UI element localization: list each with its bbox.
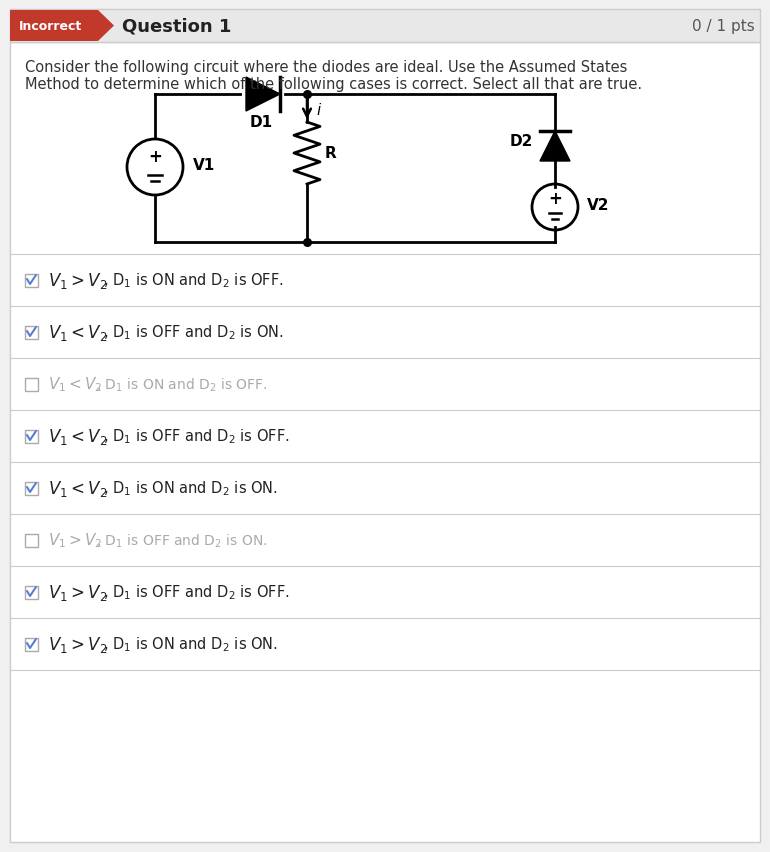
Polygon shape [98, 11, 114, 42]
FancyBboxPatch shape [25, 586, 38, 599]
Text: $V_1 > V_2$: $V_1 > V_2$ [48, 634, 107, 654]
Text: , D$_1$ is ON and D$_2$ is OFF.: , D$_1$ is ON and D$_2$ is OFF. [96, 376, 267, 394]
Text: Consider the following circuit where the diodes are ideal. Use the Assumed State: Consider the following circuit where the… [25, 60, 628, 75]
Text: V2: V2 [587, 199, 610, 213]
Text: , D$_1$ is OFF and D$_2$ is ON.: , D$_1$ is OFF and D$_2$ is ON. [96, 532, 267, 549]
Text: $i$: $i$ [316, 102, 322, 118]
Text: +: + [148, 148, 162, 166]
FancyBboxPatch shape [25, 638, 38, 651]
Text: , D$_1$ is OFF and D$_2$ is OFF.: , D$_1$ is OFF and D$_2$ is OFF. [103, 427, 290, 446]
FancyBboxPatch shape [10, 10, 760, 43]
Text: $V_1 < V_2$: $V_1 < V_2$ [48, 479, 107, 498]
Text: , D$_1$ is ON and D$_2$ is OFF.: , D$_1$ is ON and D$_2$ is OFF. [103, 271, 284, 290]
Text: V1: V1 [193, 158, 216, 173]
Text: D2: D2 [510, 135, 533, 149]
Text: +: + [548, 190, 562, 208]
Text: D1: D1 [249, 115, 273, 130]
Text: Incorrect: Incorrect [18, 20, 82, 33]
Text: Question 1: Question 1 [122, 18, 231, 36]
Text: , D$_1$ is ON and D$_2$ is ON.: , D$_1$ is ON and D$_2$ is ON. [103, 479, 278, 498]
Text: , D$_1$ is OFF and D$_2$ is ON.: , D$_1$ is OFF and D$_2$ is ON. [103, 323, 284, 342]
FancyBboxPatch shape [25, 274, 38, 287]
FancyBboxPatch shape [25, 534, 38, 547]
FancyBboxPatch shape [25, 326, 38, 339]
FancyBboxPatch shape [25, 482, 38, 495]
FancyBboxPatch shape [25, 430, 38, 443]
Text: , D$_1$ is OFF and D$_2$ is OFF.: , D$_1$ is OFF and D$_2$ is OFF. [103, 583, 290, 602]
FancyBboxPatch shape [25, 378, 38, 391]
Text: $V_1 < V_2$: $V_1 < V_2$ [48, 427, 107, 446]
Text: Method to determine which of the following cases is correct. Select all that are: Method to determine which of the followi… [25, 77, 642, 92]
Text: R: R [325, 147, 336, 161]
Text: $V_1 < V_2$: $V_1 < V_2$ [48, 323, 107, 343]
Text: 0 / 1 pts: 0 / 1 pts [692, 19, 755, 34]
Text: $V_1 < V_2$: $V_1 < V_2$ [48, 375, 102, 394]
Polygon shape [540, 132, 570, 162]
Text: $V_1 > V_2$: $V_1 > V_2$ [48, 531, 102, 550]
Polygon shape [246, 78, 280, 112]
Text: , D$_1$ is ON and D$_2$ is ON.: , D$_1$ is ON and D$_2$ is ON. [103, 635, 278, 653]
FancyBboxPatch shape [10, 43, 760, 842]
Text: $V_1 > V_2$: $V_1 > V_2$ [48, 582, 107, 602]
FancyBboxPatch shape [10, 11, 98, 42]
Text: $V_1 > V_2$: $V_1 > V_2$ [48, 271, 107, 291]
